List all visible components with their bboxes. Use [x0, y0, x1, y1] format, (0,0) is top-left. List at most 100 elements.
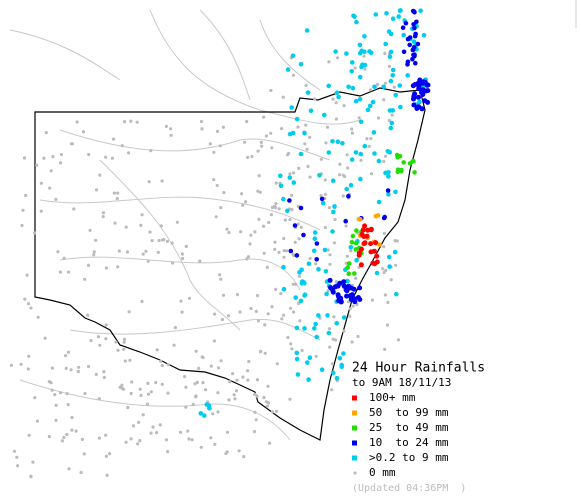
- station: [412, 170, 417, 175]
- station: [394, 263, 398, 267]
- station: [273, 247, 277, 251]
- station: [401, 49, 407, 55]
- station: [294, 325, 300, 331]
- station: [191, 402, 195, 406]
- station: [284, 249, 289, 253]
- station: [289, 342, 293, 346]
- station: [136, 442, 140, 446]
- station: [403, 20, 409, 26]
- station: [263, 351, 267, 355]
- station: [159, 359, 163, 363]
- station: [211, 412, 215, 416]
- station: [297, 301, 301, 306]
- station: [343, 218, 349, 224]
- station: [411, 95, 417, 101]
- station: [283, 218, 287, 222]
- station: [115, 197, 119, 201]
- station: [317, 173, 322, 178]
- station: [387, 118, 391, 123]
- station: [155, 348, 159, 352]
- station: [348, 245, 354, 250]
- station: [94, 238, 98, 242]
- station: [338, 299, 344, 305]
- station: [258, 190, 262, 194]
- station: [335, 139, 341, 144]
- station: [200, 127, 204, 131]
- station: [344, 224, 348, 228]
- station: [354, 228, 359, 233]
- station: [405, 59, 411, 65]
- station: [65, 392, 69, 396]
- station: [291, 180, 297, 185]
- station: [351, 304, 355, 308]
- station: [92, 253, 96, 257]
- station: [359, 158, 363, 162]
- station: [383, 41, 389, 47]
- station: [121, 387, 125, 391]
- station: [69, 142, 74, 146]
- station: [370, 260, 376, 266]
- river: [149, 9, 361, 125]
- station: [165, 239, 170, 243]
- station: [83, 391, 87, 396]
- station: [22, 156, 27, 160]
- station: [157, 238, 161, 243]
- station: [160, 179, 164, 183]
- station: [83, 277, 87, 281]
- station: [313, 321, 318, 327]
- station: [149, 149, 153, 153]
- station: [418, 8, 423, 13]
- station: [199, 445, 203, 449]
- station: [213, 442, 217, 446]
- station: [49, 381, 53, 385]
- station: [294, 116, 300, 122]
- station: [173, 326, 177, 330]
- station: [298, 298, 304, 304]
- station: [392, 85, 396, 89]
- station: [302, 131, 307, 136]
- station: [357, 74, 363, 80]
- station: [259, 349, 263, 353]
- station: [207, 406, 212, 411]
- station: [265, 404, 269, 408]
- station: [47, 435, 52, 439]
- station: [65, 432, 69, 437]
- station: [202, 413, 207, 418]
- station: [129, 391, 133, 396]
- station: [213, 312, 217, 316]
- station: [323, 269, 329, 274]
- station: [341, 315, 347, 320]
- station: [410, 83, 416, 89]
- station: [414, 19, 419, 25]
- station: [323, 225, 327, 230]
- station: [381, 84, 387, 90]
- station: [301, 232, 306, 238]
- station: [298, 319, 302, 323]
- station: [416, 83, 422, 89]
- updated-time: (Updated 04:36PM ): [352, 483, 466, 494]
- station: [220, 317, 224, 322]
- station: [274, 409, 279, 413]
- station: [297, 166, 301, 170]
- station: [59, 161, 63, 165]
- station: [342, 329, 346, 333]
- station: [122, 120, 127, 124]
- station: [312, 230, 318, 235]
- station: [39, 209, 43, 213]
- station: [156, 250, 160, 254]
- station: [102, 370, 106, 374]
- station: [390, 73, 396, 78]
- station: [306, 377, 311, 382]
- station: [256, 189, 260, 193]
- station: [330, 139, 335, 144]
- station: [308, 108, 314, 113]
- station: [312, 326, 317, 331]
- station: [348, 307, 352, 311]
- station: [137, 420, 141, 424]
- station: [344, 293, 350, 299]
- station: [350, 127, 354, 131]
- station: [323, 192, 327, 196]
- station: [354, 19, 359, 25]
- station: [386, 192, 391, 197]
- legend-label: 0 mm: [369, 466, 396, 479]
